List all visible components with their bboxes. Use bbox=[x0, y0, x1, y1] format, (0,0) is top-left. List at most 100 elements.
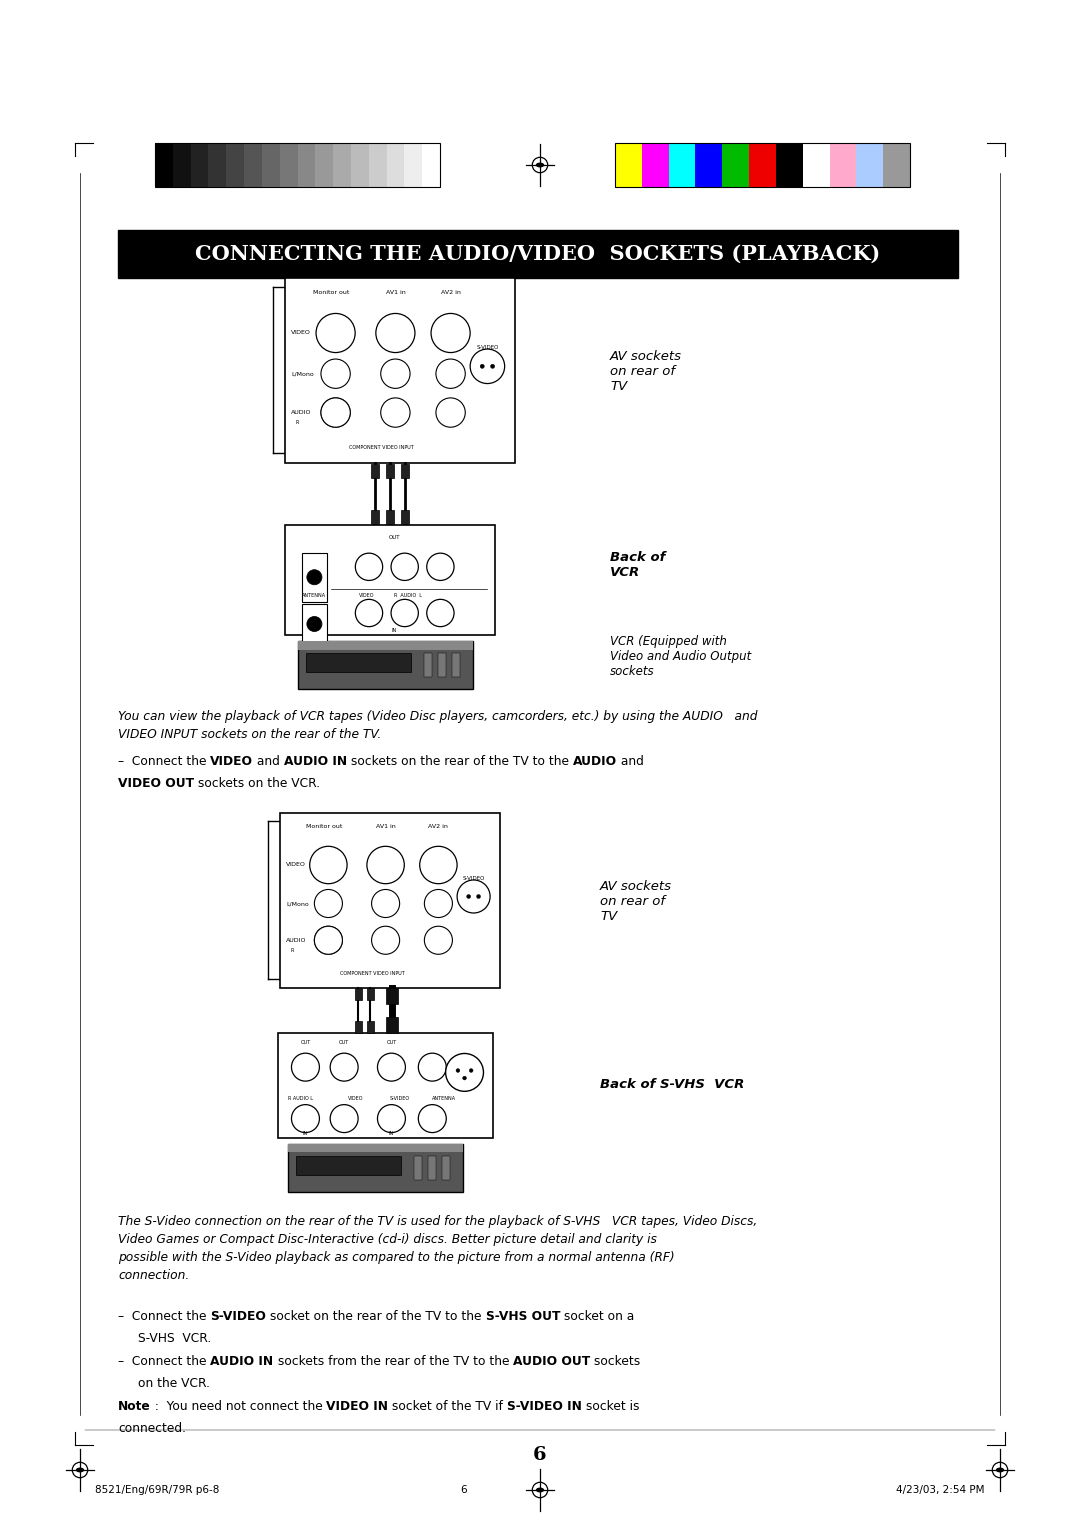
Text: ANTENNA: ANTENNA bbox=[432, 1096, 457, 1100]
Text: AUDIO: AUDIO bbox=[291, 410, 311, 416]
Circle shape bbox=[457, 880, 490, 914]
Circle shape bbox=[292, 1105, 320, 1132]
Bar bbox=[307, 652, 411, 672]
Text: 8521/Eng/69R/79R p6-8: 8521/Eng/69R/79R p6-8 bbox=[95, 1485, 219, 1494]
Text: –  Connect the: – Connect the bbox=[118, 1309, 211, 1323]
Bar bbox=[297, 642, 473, 649]
Circle shape bbox=[367, 847, 404, 883]
Circle shape bbox=[330, 1105, 359, 1132]
Bar bbox=[368, 144, 387, 186]
Circle shape bbox=[424, 926, 453, 955]
Bar bbox=[366, 987, 374, 999]
Text: COMPONENT VIDEO INPUT: COMPONENT VIDEO INPUT bbox=[340, 970, 405, 976]
Text: S-VIDEO IN: S-VIDEO IN bbox=[508, 1400, 582, 1413]
Bar bbox=[414, 1155, 422, 1180]
Circle shape bbox=[470, 1068, 473, 1073]
Bar bbox=[287, 1143, 462, 1192]
Bar bbox=[315, 144, 333, 186]
Text: VCR (Equipped with
Video and Audio Output
sockets: VCR (Equipped with Video and Audio Outpu… bbox=[610, 636, 752, 678]
Text: VIDEO: VIDEO bbox=[359, 593, 374, 597]
Bar bbox=[297, 642, 473, 689]
Text: Back of
VCR: Back of VCR bbox=[610, 552, 665, 579]
Text: VIDEO IN: VIDEO IN bbox=[326, 1400, 389, 1413]
Bar bbox=[301, 604, 327, 643]
Bar bbox=[829, 144, 856, 186]
Text: S-VHS  VCR.: S-VHS VCR. bbox=[138, 1332, 212, 1345]
Bar bbox=[401, 463, 409, 477]
Text: IN: IN bbox=[302, 1131, 308, 1137]
Bar bbox=[775, 144, 802, 186]
Text: 6: 6 bbox=[460, 1485, 467, 1494]
Text: AUDIO: AUDIO bbox=[573, 755, 618, 769]
Bar bbox=[422, 144, 440, 186]
Text: AV2 in: AV2 in bbox=[429, 825, 448, 830]
Text: Back of S-VHS  VCR: Back of S-VHS VCR bbox=[600, 1079, 744, 1091]
Circle shape bbox=[431, 313, 470, 353]
Text: Monitor out: Monitor out bbox=[306, 825, 342, 830]
Text: AUDIO: AUDIO bbox=[286, 938, 307, 943]
Circle shape bbox=[376, 313, 415, 353]
Text: 4/23/03, 2:54 PM: 4/23/03, 2:54 PM bbox=[896, 1485, 985, 1494]
Bar bbox=[615, 144, 642, 186]
Bar bbox=[386, 987, 397, 1004]
Circle shape bbox=[330, 1053, 359, 1082]
Text: S-VIDEO: S-VIDEO bbox=[476, 345, 499, 350]
Bar bbox=[156, 144, 440, 186]
Circle shape bbox=[378, 1053, 405, 1082]
Circle shape bbox=[355, 599, 382, 626]
Bar bbox=[351, 144, 368, 186]
Bar bbox=[723, 144, 750, 186]
Bar bbox=[802, 144, 829, 186]
Bar bbox=[354, 987, 362, 999]
Text: :  You need not connect the: : You need not connect the bbox=[151, 1400, 326, 1413]
Text: socket on the rear of the TV to the: socket on the rear of the TV to the bbox=[267, 1309, 486, 1323]
Circle shape bbox=[418, 1105, 446, 1132]
Text: L/Mono: L/Mono bbox=[291, 371, 314, 376]
Bar bbox=[442, 1155, 450, 1180]
Text: VIDEO: VIDEO bbox=[211, 755, 254, 769]
Bar bbox=[191, 144, 208, 186]
Circle shape bbox=[456, 1068, 460, 1073]
Circle shape bbox=[424, 889, 453, 917]
Text: –  Connect the: – Connect the bbox=[118, 755, 211, 769]
Text: socket of the TV if: socket of the TV if bbox=[389, 1400, 508, 1413]
Text: OUT: OUT bbox=[387, 1041, 396, 1045]
Circle shape bbox=[418, 1053, 446, 1082]
Circle shape bbox=[292, 1053, 320, 1082]
Text: OUT: OUT bbox=[300, 1041, 311, 1045]
Bar bbox=[244, 144, 261, 186]
Circle shape bbox=[372, 926, 400, 955]
Circle shape bbox=[307, 616, 322, 631]
Circle shape bbox=[316, 313, 355, 353]
Text: OUT: OUT bbox=[389, 535, 400, 539]
Circle shape bbox=[470, 348, 504, 384]
Text: sockets: sockets bbox=[590, 1355, 640, 1368]
Bar bbox=[437, 652, 446, 677]
Text: IN: IN bbox=[392, 628, 396, 634]
Bar bbox=[278, 1033, 492, 1137]
Text: S-VIDEO: S-VIDEO bbox=[211, 1309, 267, 1323]
Circle shape bbox=[427, 553, 454, 581]
Circle shape bbox=[310, 847, 347, 883]
Text: connected.: connected. bbox=[118, 1423, 186, 1435]
Circle shape bbox=[462, 1076, 467, 1080]
Bar bbox=[280, 144, 297, 186]
Text: sockets on the rear of the TV to the: sockets on the rear of the TV to the bbox=[348, 755, 573, 769]
Text: and: and bbox=[254, 755, 284, 769]
Bar bbox=[642, 144, 669, 186]
Text: AV2 in: AV2 in bbox=[441, 289, 460, 295]
Bar bbox=[372, 510, 379, 524]
Ellipse shape bbox=[996, 1467, 1004, 1473]
Bar bbox=[118, 231, 958, 278]
Circle shape bbox=[436, 397, 465, 428]
Bar bbox=[333, 144, 351, 186]
Text: ANTENNA: ANTENNA bbox=[301, 593, 326, 597]
Circle shape bbox=[378, 1105, 405, 1132]
Ellipse shape bbox=[76, 1467, 84, 1473]
Text: AUDIO IN: AUDIO IN bbox=[284, 755, 348, 769]
Bar bbox=[451, 652, 460, 677]
Bar bbox=[387, 144, 404, 186]
Text: AUDIO OUT: AUDIO OUT bbox=[513, 1355, 590, 1368]
Text: sockets from the rear of the TV to the: sockets from the rear of the TV to the bbox=[273, 1355, 513, 1368]
Text: AV1 in: AV1 in bbox=[386, 289, 405, 295]
